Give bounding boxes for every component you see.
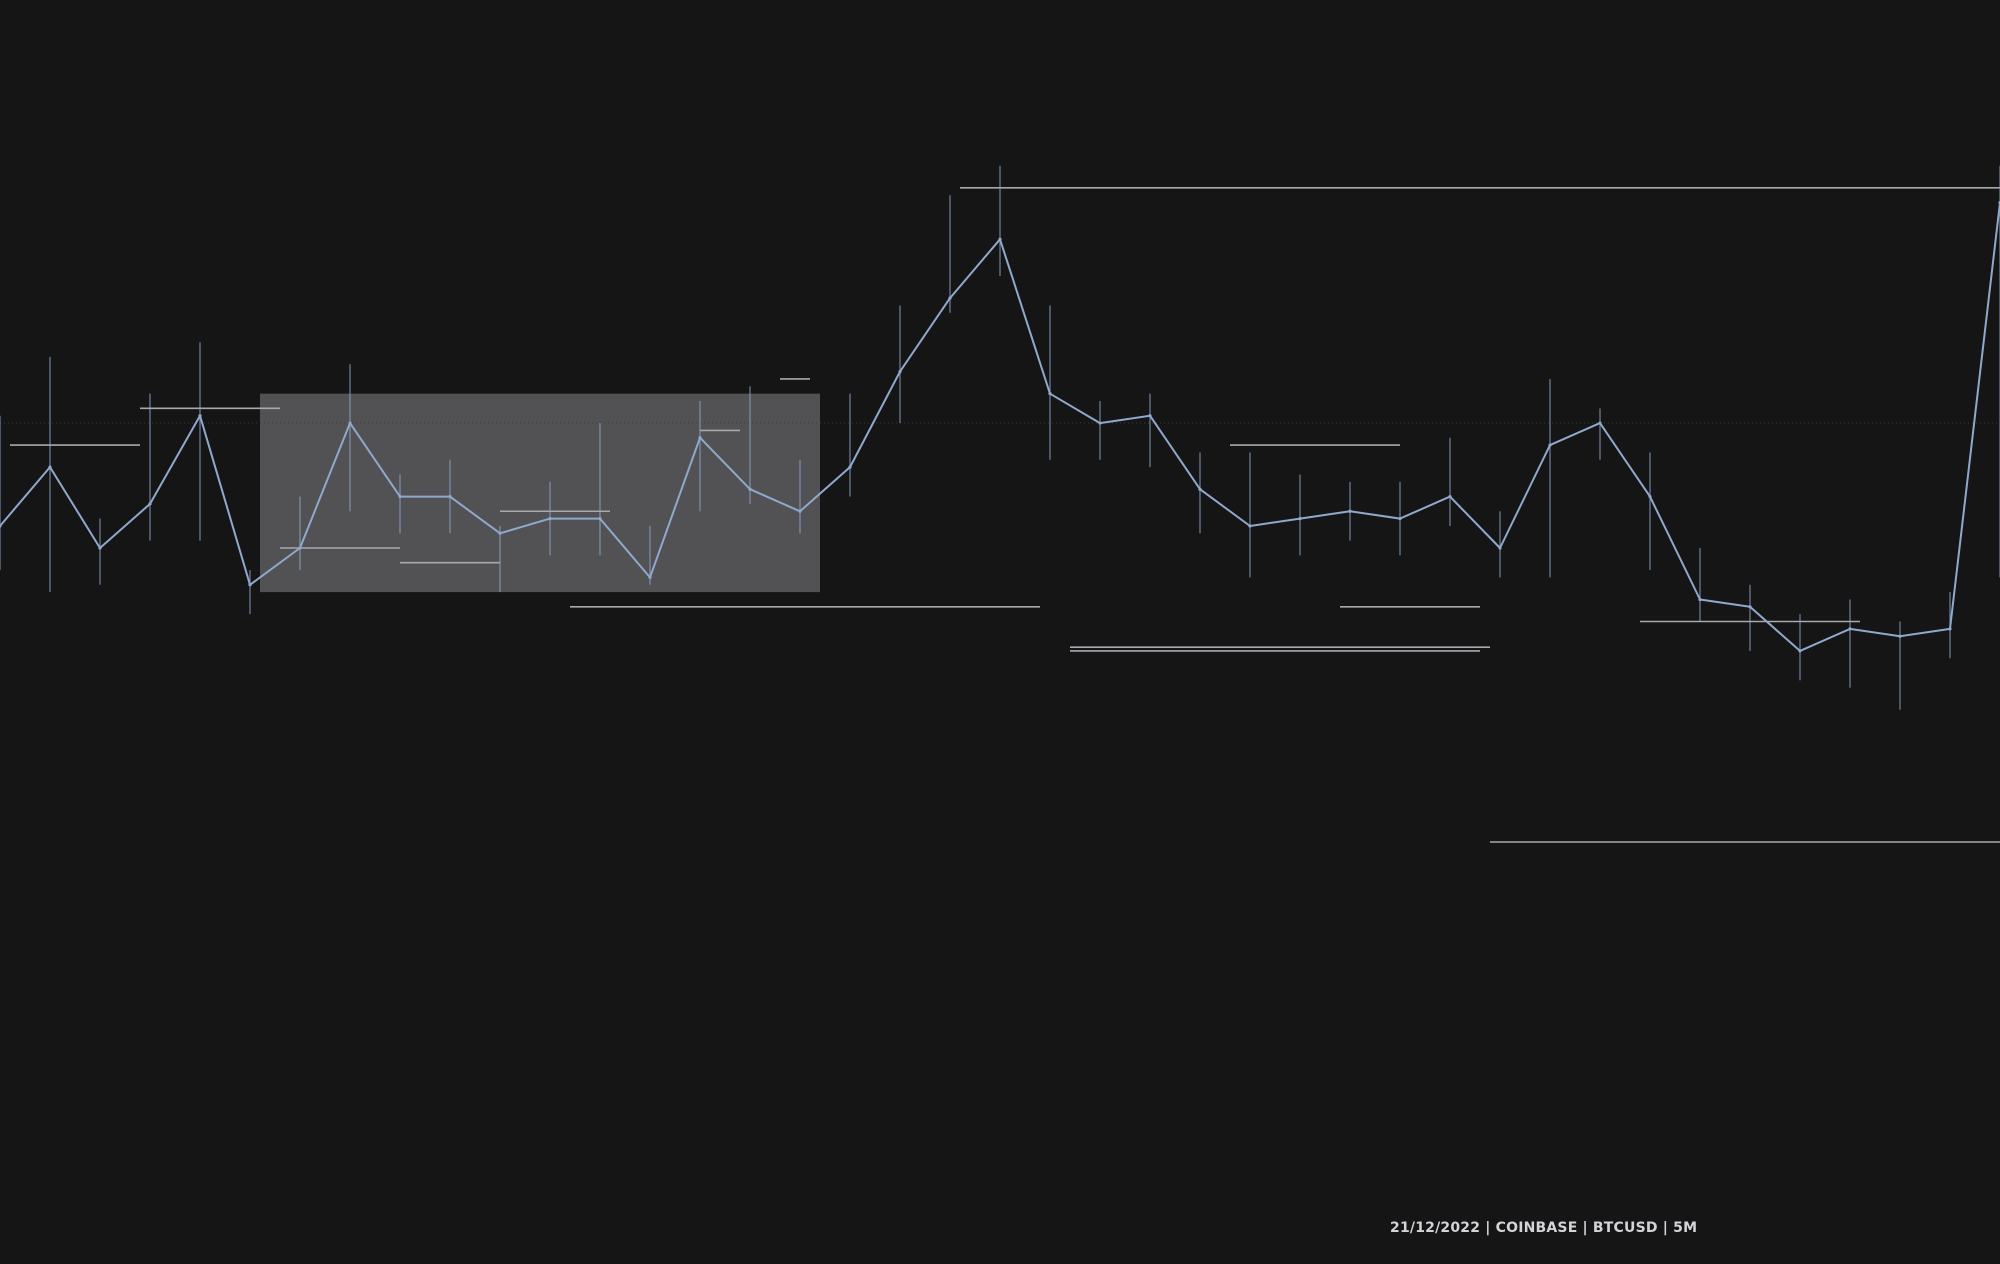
price-point-25 [1248,524,1252,528]
price-point-33 [1648,494,1652,499]
price-point-28 [1398,517,1402,521]
price-point-0 [0,524,2,528]
price-point-20 [998,237,1002,241]
price-point-4 [198,414,202,418]
price-point-32 [1598,421,1602,425]
price-point-22 [1098,421,1102,425]
price-point-1 [48,465,52,469]
price-point-21 [1048,392,1052,396]
chart-footer-label: 21/12/2022 | COINBASE | BTCUSD | 5M [1390,1220,1698,1236]
price-point-19 [948,296,952,300]
price-point-15 [748,487,752,491]
price-point-16 [798,509,802,513]
price-point-35 [1748,605,1752,609]
price-point-29 [1448,494,1452,499]
price-point-3 [148,502,152,506]
wick-layer [0,165,2000,710]
price-point-30 [1498,546,1502,550]
price-point-6 [298,546,302,550]
price-point-13 [648,575,652,580]
price-point-14 [698,436,702,440]
price-point-8 [398,494,402,499]
price-point-26 [1298,517,1302,521]
price-point-39 [1948,627,1952,631]
price-series-layer [0,200,2000,653]
price-point-24 [1198,487,1202,491]
price-point-2 [98,546,102,550]
price-point-10 [498,531,502,535]
price-point-37 [1848,627,1852,631]
price-point-23 [1148,414,1152,418]
price-point-34 [1698,597,1702,602]
price-point-36 [1798,649,1802,653]
price-point-11 [548,517,552,521]
level-lines-layer [10,187,2000,843]
price-point-17 [848,465,852,469]
price-point-9 [448,494,452,499]
price-point-5 [248,583,252,587]
price-point-31 [1548,443,1552,447]
price-point-18 [898,370,902,374]
price-point-38 [1898,634,1902,638]
price-point-7 [348,421,352,425]
price-point-27 [1348,509,1352,513]
price-point-12 [598,517,602,521]
